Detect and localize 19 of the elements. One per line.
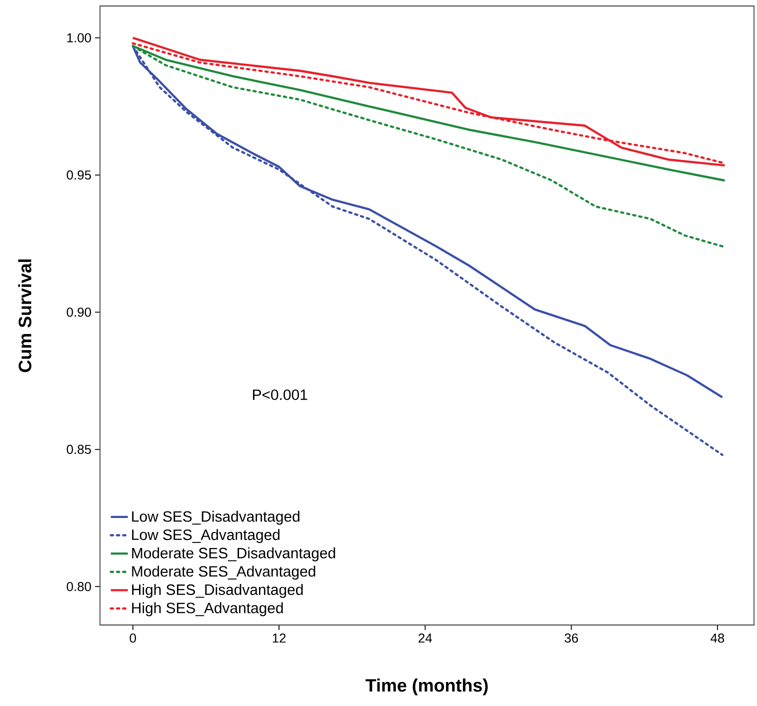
- legend-label: Low SES_Disadvantaged: [132, 510, 300, 525]
- legend-label: High SES_Advantaged: [132, 602, 283, 616]
- legend-label: Moderate SES_Disadvantaged: [132, 547, 336, 562]
- annotation: P<0.001: [253, 389, 308, 400]
- legend-label: Moderate SES_Advantaged: [132, 566, 316, 580]
- legend-label: High SES_Disadvantaged: [132, 584, 303, 598]
- y-tick-label: 0.90: [66, 308, 91, 317]
- x-axis-title: Time (months): [366, 678, 488, 696]
- x-tick-label: 0: [130, 633, 136, 643]
- y-tick-label: 0.80: [66, 582, 91, 592]
- y-tick-label: 0.95: [66, 170, 91, 180]
- x-tick-label: 48: [710, 633, 724, 643]
- x-tick-label: 12: [272, 633, 286, 643]
- legend-label: Low SES_Advantaged: [132, 529, 280, 544]
- x-tick-label: 24: [418, 633, 432, 643]
- y-tick-label: 1.00: [67, 33, 91, 42]
- x-tick-label: 36: [564, 633, 578, 643]
- y-tick-label: 0.85: [66, 444, 91, 454]
- y-axis-title: Cum Survival: [18, 259, 32, 372]
